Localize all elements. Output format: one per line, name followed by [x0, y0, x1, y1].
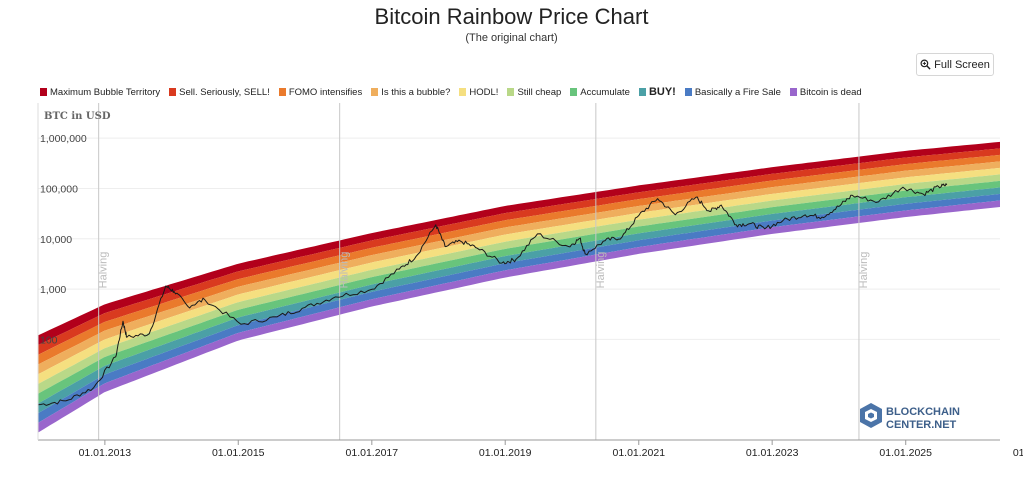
legend-item[interactable]: Still cheap	[507, 87, 561, 98]
legend-swatch	[371, 88, 379, 96]
legend-swatch	[570, 88, 578, 96]
legend-label: HODL!	[469, 86, 499, 98]
y-tick-label: 100	[40, 334, 58, 346]
legend-item[interactable]: Accumulate	[570, 87, 630, 98]
x-tick-label: 01.01.2017	[346, 447, 399, 459]
x-tick-label: 01.01.2015	[212, 447, 265, 459]
legend-item[interactable]: FOMO intensifies	[278, 86, 363, 98]
legend-label: Maximum Bubble Territory	[50, 86, 161, 98]
chart-subtitle: (The original chart)	[465, 32, 558, 44]
y-tick-label: 100,000	[40, 183, 78, 195]
watermark-logo-icon	[860, 403, 882, 428]
legend: Maximum Bubble Territory Sell. Seriously,…	[40, 84, 1000, 100]
halving-label: Halving	[595, 252, 607, 289]
legend-swatch	[789, 88, 797, 96]
halving-markers: HalvingHalvingHalvingHalvingHalving	[98, 103, 870, 440]
legend-item[interactable]: Sell. Seriously, SELL!	[169, 87, 270, 98]
legend-label: Basically a Fire Sale	[694, 86, 781, 98]
legend-swatch	[638, 88, 646, 96]
legend-label: Sell. Seriously, SELL!	[179, 86, 270, 98]
watermark: BLOCKCHAIN CENTER.NET	[860, 403, 960, 431]
legend-item[interactable]: Is this a bubble?	[371, 87, 450, 98]
legend-item[interactable]: HODL!	[459, 87, 498, 98]
legend-item[interactable]: Basically a Fire Sale	[684, 86, 781, 98]
legend-label: BUY!	[648, 86, 676, 98]
legend-swatch	[459, 88, 467, 96]
legend-label: Is this a bubble?	[381, 86, 451, 98]
x-tick-label: 01.01.2023	[746, 447, 799, 459]
legend-item[interactable]: Bitcoin is dead	[789, 86, 862, 98]
x-tick-label: 01.01.2019	[479, 447, 532, 459]
x-tick-label: 01.01.2021	[612, 447, 665, 459]
halving-label: Halving	[858, 252, 870, 289]
y-tick-label: 1,000,000	[40, 133, 87, 145]
watermark-line1: BLOCKCHAIN	[886, 406, 960, 418]
rainbow-bands	[38, 141, 1000, 433]
legend-label: Still cheap	[517, 86, 562, 98]
fullscreen-button[interactable]: Full Screen	[916, 53, 994, 76]
legend-label: FOMO intensifies	[288, 86, 363, 98]
price-line	[38, 183, 948, 406]
x-tick-label: 01.01.2027	[1013, 447, 1023, 459]
fullscreen-label: Full Screen	[934, 58, 990, 71]
legend-swatch	[40, 88, 47, 96]
legend-swatch	[684, 88, 692, 96]
legend-swatch	[507, 88, 515, 96]
legend-label: Bitcoin is dead	[799, 86, 862, 98]
legend-item[interactable]: Maximum Bubble Territory	[40, 87, 160, 98]
axes: 100 1,000 10,000 100,000 1,000,000 01.01.2013…	[37, 103, 1023, 459]
halving-label: Halving	[339, 252, 351, 289]
x-tick-label: 01.01.2025	[879, 447, 932, 459]
y-tick-label: 1,000	[40, 284, 66, 296]
legend-swatch	[169, 88, 177, 96]
zoom-icon	[920, 59, 931, 70]
legend-item[interactable]: BUY!	[638, 86, 676, 98]
halving-label: Halving	[98, 252, 110, 289]
price-series	[38, 183, 948, 406]
y-axis-label: BTC in USD	[44, 111, 111, 122]
x-tick-label: 01.01.2013	[79, 447, 132, 459]
watermark-line2: CENTER.NET	[886, 419, 957, 431]
y-tick-label: 10,000	[40, 234, 72, 246]
legend-label: Accumulate	[580, 86, 630, 98]
legend-swatch	[278, 88, 286, 96]
chart-title: Bitcoin Rainbow Price Chart	[374, 4, 649, 29]
